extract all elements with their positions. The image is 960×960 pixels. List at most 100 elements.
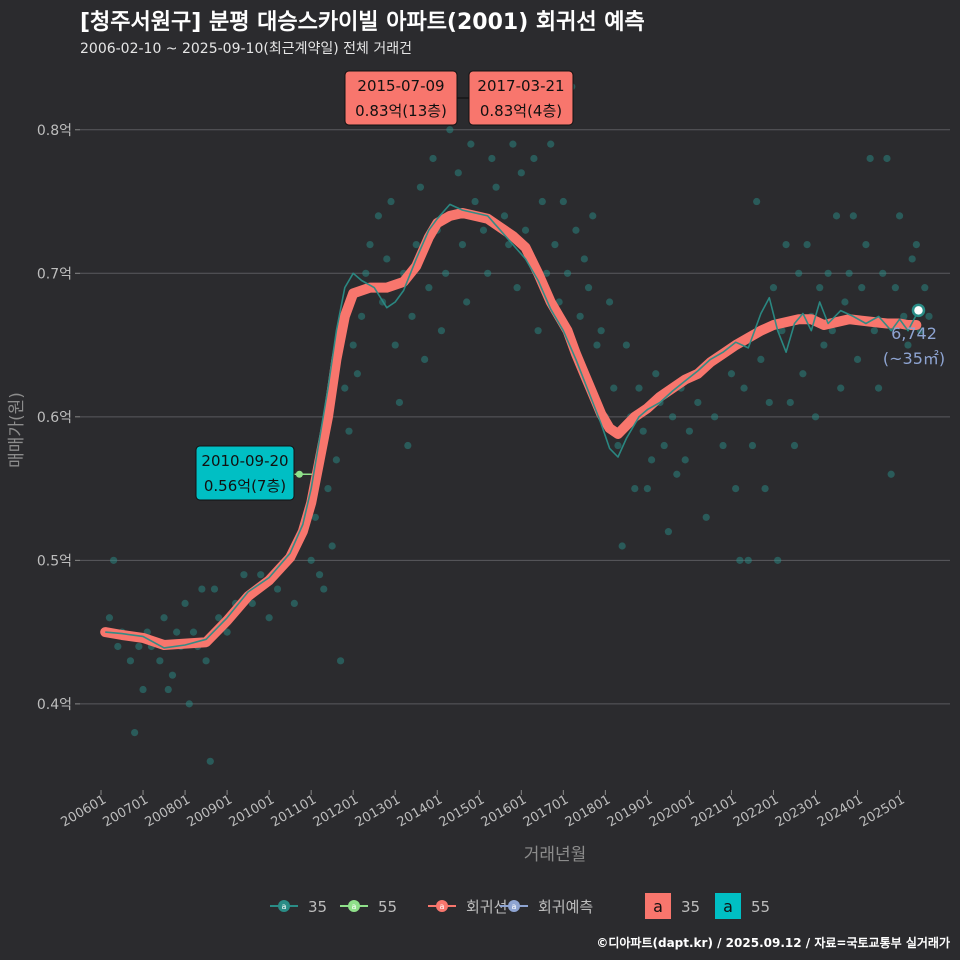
data-point-35 <box>643 484 651 493</box>
data-point-35 <box>521 226 530 234</box>
data-point-35 <box>437 327 446 335</box>
x-tick-label: 200901 <box>185 792 235 830</box>
data-point-35 <box>442 269 450 277</box>
data-point-35 <box>904 341 912 349</box>
data-point-35 <box>463 298 471 306</box>
legend-item: a 회귀예측 <box>500 898 593 916</box>
data-point-35 <box>774 556 782 564</box>
data-point-35 <box>593 341 601 349</box>
data-point-35 <box>198 585 206 593</box>
x-tick-label: 201801 <box>563 792 613 830</box>
callout-box <box>195 445 295 501</box>
data-point-35 <box>820 341 828 349</box>
data-point-35 <box>513 284 521 292</box>
x-tick-label: 202201 <box>731 792 781 830</box>
data-point-55 <box>295 470 303 478</box>
x-tick-label: 202001 <box>647 792 697 830</box>
data-point-35 <box>164 685 172 694</box>
data-point-35 <box>315 571 324 579</box>
data-point-35 <box>429 154 437 163</box>
data-point-35 <box>185 700 193 708</box>
data-point-35 <box>257 571 265 579</box>
legend-key-glyph: a <box>352 902 357 911</box>
legend-label: 55 <box>378 898 397 916</box>
data-point-35 <box>652 370 660 378</box>
data-point-35 <box>702 513 710 521</box>
x-tick-label: 201701 <box>521 792 571 830</box>
data-point-35 <box>748 441 757 450</box>
data-point-35 <box>551 240 559 249</box>
data-point-35 <box>895 212 904 220</box>
x-tick-label: 200801 <box>143 792 193 830</box>
legend-key-glyph: a <box>512 902 517 911</box>
forecast-endpoint <box>911 303 926 318</box>
callout-date: 2015-07-09 <box>357 77 444 95</box>
data-point-35 <box>921 284 929 292</box>
data-point-35 <box>660 441 668 450</box>
data-point-35 <box>341 384 349 392</box>
legend-fill-item: a 35 <box>645 893 700 919</box>
data-point-35 <box>336 657 345 665</box>
data-point-35 <box>488 154 496 163</box>
data-point-35 <box>790 441 799 450</box>
data-point-35 <box>736 556 744 564</box>
callout-label: 2017-03-21 0.83억(4층) <box>468 70 574 126</box>
data-point-35 <box>479 226 488 234</box>
forecast-area-label: (~35㎡) <box>883 349 945 368</box>
data-point-35 <box>202 657 210 665</box>
data-point-35 <box>248 599 256 608</box>
data-point-35 <box>131 728 139 737</box>
data-point-35 <box>639 427 647 435</box>
data-point-35 <box>139 685 147 694</box>
data-point-35 <box>290 599 298 608</box>
data-point-35 <box>114 642 122 651</box>
legend-item: a 35 <box>270 898 327 916</box>
data-point-35 <box>328 542 336 550</box>
data-point-35 <box>160 614 168 622</box>
data-point-35 <box>500 212 509 220</box>
data-point-35 <box>273 585 282 593</box>
data-point-35 <box>635 384 643 392</box>
data-point-35 <box>425 284 433 292</box>
legend-fill-label: 55 <box>751 898 770 916</box>
data-point-35 <box>181 599 189 608</box>
data-point-35 <box>757 355 765 364</box>
data-point-35 <box>908 255 916 263</box>
callout-price: 0.56억(7층) <box>204 477 286 495</box>
x-tick-label: 202501 <box>857 792 907 830</box>
data-point-35 <box>647 456 656 464</box>
data-point-35 <box>542 269 551 277</box>
data-point-35 <box>404 441 412 450</box>
x-tick-label: 202401 <box>815 792 865 830</box>
data-point-35 <box>387 197 395 206</box>
data-point-35 <box>547 140 555 148</box>
legend-fill-item: a 55 <box>715 893 770 919</box>
data-point-35 <box>168 671 177 679</box>
data-point-35 <box>105 614 114 622</box>
data-point-35 <box>332 456 340 464</box>
data-point-35 <box>605 298 614 306</box>
data-point-35 <box>849 212 857 220</box>
callout-price: 0.83억(13층) <box>355 102 447 120</box>
x-tick-label: 201901 <box>605 792 655 830</box>
legend-key-dot <box>278 900 290 912</box>
data-point-35 <box>803 240 811 249</box>
y-axis-title: 매매가(원) <box>7 392 27 468</box>
data-point-35 <box>618 542 626 550</box>
y-tick-label: 0.5억 <box>37 553 72 569</box>
x-tick-label: 201401 <box>395 792 445 830</box>
data-point-35 <box>173 628 181 636</box>
data-point-35 <box>421 355 429 364</box>
data-point-35 <box>509 140 517 148</box>
data-point-35 <box>240 571 248 579</box>
data-point-35 <box>883 154 891 163</box>
data-point-35 <box>669 413 677 421</box>
data-point-35 <box>210 585 219 593</box>
data-point-35 <box>832 212 841 220</box>
data-point-35 <box>110 556 118 564</box>
data-point-35 <box>631 484 639 493</box>
forecast-value-label: 6,742 <box>891 324 937 343</box>
data-point-35 <box>778 327 786 335</box>
data-point-35 <box>391 341 399 349</box>
